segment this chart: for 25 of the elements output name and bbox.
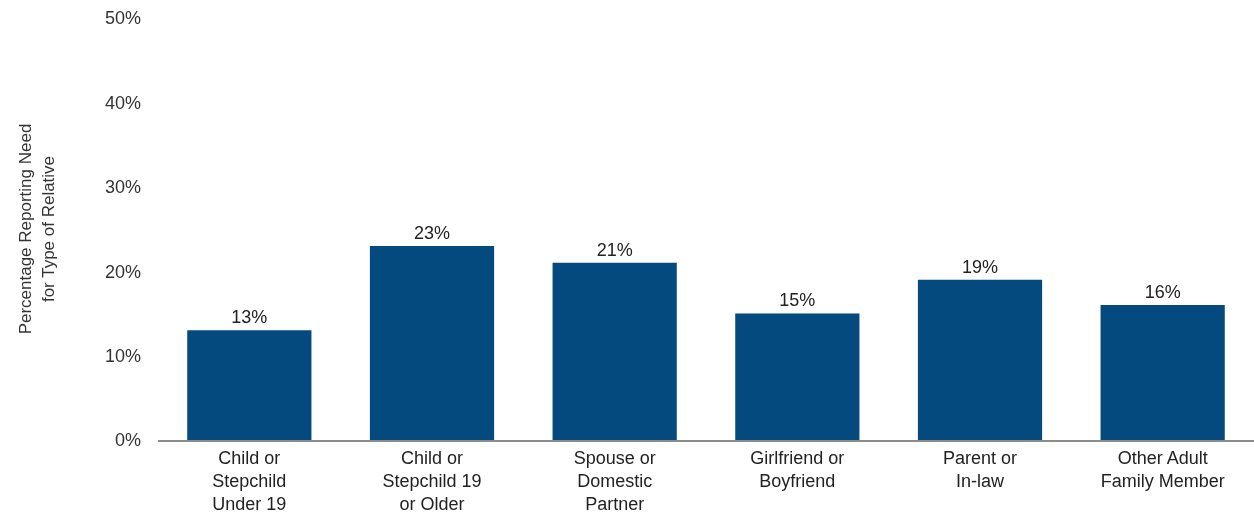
data-label: 19% xyxy=(961,256,999,277)
y-tick-label: 30% xyxy=(104,177,141,198)
x-tick-label: Other Adult Family Member xyxy=(1100,447,1225,491)
y-tick-label: 50% xyxy=(104,8,141,29)
data-label: 21% xyxy=(596,239,633,260)
x-tick-label: Girlfriend or Boyfriend xyxy=(750,447,845,491)
bar xyxy=(369,245,495,440)
bar xyxy=(187,330,312,440)
data-label: 15% xyxy=(779,290,816,311)
y-tick-label: 0% xyxy=(114,430,141,451)
data-label: 23% xyxy=(413,222,451,243)
bar xyxy=(552,262,677,440)
bar xyxy=(1100,304,1225,440)
y-tick-label: 40% xyxy=(104,92,141,113)
bar xyxy=(735,313,860,440)
bar xyxy=(917,279,1043,440)
y-tick-label: 10% xyxy=(104,345,141,366)
y-tick-label: 20% xyxy=(104,261,141,282)
x-tick-label: Child or Stepchild 19 or Older xyxy=(382,447,482,515)
data-label: 13% xyxy=(231,307,268,328)
x-tick-label: Spouse or Domestic Partner xyxy=(573,447,656,515)
x-tick-label: Parent or In-law xyxy=(942,447,1018,491)
y-axis-title: Percentage Reporting Need for Type of Relative xyxy=(16,123,58,335)
data-label: 16% xyxy=(1144,281,1181,302)
x-tick-label: Child or Stepchild Under 19 xyxy=(212,447,287,515)
